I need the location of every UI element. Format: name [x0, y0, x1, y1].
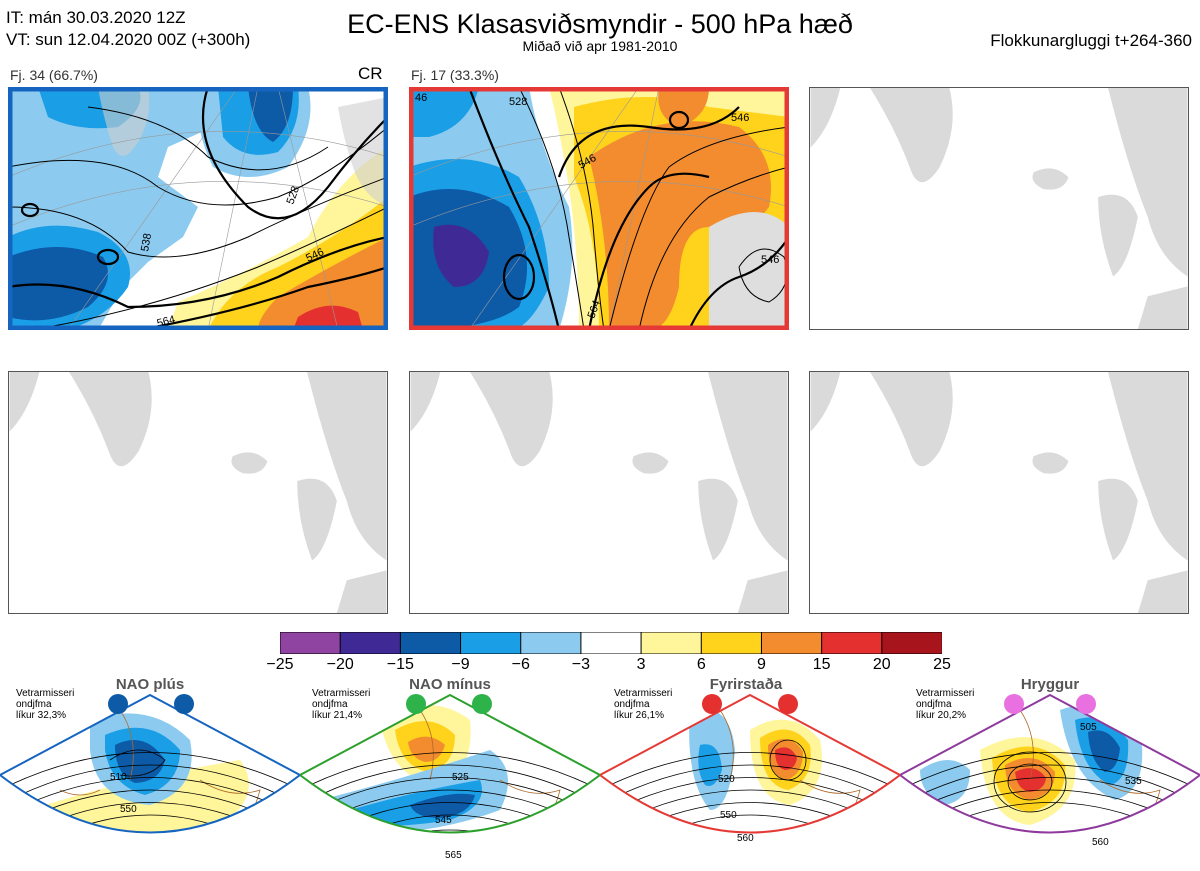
regime-map-nao-plus: 510 550 — [0, 693, 300, 834]
regime-outline — [0, 693, 300, 834]
colorbar-swatch — [881, 631, 943, 655]
contour-label: 528 — [509, 96, 527, 108]
colorbar-tick-label: 9 — [757, 656, 766, 673]
regime-contour-label: 560 — [737, 833, 754, 844]
regime-marker — [406, 694, 426, 714]
regime-title-3: Fyrirstaða — [709, 676, 783, 693]
regime-note-line: líkur 26,1% — [614, 710, 665, 721]
regime-map-blocking: 520 550 560 — [600, 693, 900, 844]
regime-contour-label: 510 — [110, 772, 127, 783]
regime-contour-label: 550 — [720, 810, 737, 821]
colorbar-tick-label: −20 — [326, 656, 354, 673]
colorbar-tick-label: −3 — [571, 656, 591, 673]
regime-contour-label: 535 — [1125, 776, 1142, 787]
regime-contour-label: 505 — [1080, 722, 1097, 733]
regime-marker — [1004, 694, 1024, 714]
empty-map-4 — [8, 371, 388, 614]
colorbar-tick-label: −6 — [511, 656, 530, 673]
regime-note-1: Vetrarmisseri ondjfma líkur 32,3% — [16, 688, 74, 721]
classification-window: Flokkunargluggi t+264-360 — [990, 31, 1192, 50]
regime-note-line: líkur 32,3% — [16, 710, 67, 721]
regime-note-line: ondjfma — [614, 699, 650, 710]
regime-marker — [702, 694, 722, 714]
regime-note-line: ondjfma — [16, 699, 52, 710]
colorbar-swatch — [640, 631, 703, 655]
colorbar-tick-label: 25 — [933, 656, 951, 673]
regime-outline — [600, 693, 900, 834]
colorbar-tick-label: −9 — [451, 656, 470, 673]
cluster-2-label: Fj. 17 (33.3%) — [411, 67, 499, 83]
contour-label: 46 — [415, 92, 427, 104]
cluster-map-1: 528 546 564 538 — [8, 87, 388, 330]
colorbar-tick-label: 3 — [636, 656, 646, 673]
colorbar-tick-label: 15 — [812, 656, 831, 673]
colorbar-tick-label: 20 — [872, 656, 891, 673]
regime-map-ridge: 505 535 560 — [900, 693, 1200, 848]
regime-note-2: Vetrarmisseri ondjfma líkur 21,4% — [312, 688, 370, 721]
colorbar-swatches — [279, 631, 943, 655]
colorbar-swatch — [700, 631, 763, 655]
regime-contour-label: 520 — [718, 774, 735, 785]
regime-title-4: Hryggur — [1020, 676, 1080, 693]
valid-time: VT: sun 12.04.2020 00Z (+300h) — [6, 30, 251, 49]
regime-marker — [108, 694, 128, 714]
empty-map-5 — [409, 371, 789, 614]
regime-outline — [300, 693, 600, 834]
colorbar-tick-label: 6 — [696, 656, 706, 673]
page-subtitle: Miðað við apr 1981-2010 — [522, 38, 678, 54]
empty-map-3 — [809, 87, 1189, 330]
colorbar-swatch — [520, 631, 582, 655]
contour-label: 564 — [586, 299, 604, 320]
regime-note-line: ondjfma — [916, 699, 952, 710]
regime-note-line: líkur 20,2% — [916, 710, 967, 721]
cluster-map-2: 46 528 546 546 564 546 — [409, 87, 789, 330]
regime-contour-label: 550 — [120, 804, 137, 815]
regime-note-line: líkur 21,4% — [312, 710, 363, 721]
empty-map-6 — [809, 371, 1189, 614]
regime-note-4: Vetrarmisseri ondjfma líkur 20,2% — [916, 688, 974, 721]
regime-marker — [174, 694, 194, 714]
contour-label: 528 — [285, 185, 303, 206]
colorbar-swatch — [279, 631, 341, 655]
colorbar-swatch — [580, 631, 642, 655]
regime-contour-label: 565 — [445, 850, 462, 861]
regime-marker — [1076, 694, 1096, 714]
regime-note-3: Vetrarmisseri ondjfma líkur 26,1% — [614, 688, 672, 721]
colorbar-swatch — [760, 631, 823, 655]
regime-outline — [900, 693, 1200, 834]
colorbar-swatch — [821, 631, 883, 655]
regime-note-line: Vetrarmisseri — [312, 688, 371, 699]
colorbar-swatch — [460, 631, 522, 655]
colorbar-tick-label: −15 — [386, 656, 414, 673]
cluster-1-tag: CR — [358, 64, 383, 83]
contour-label: 546 — [731, 112, 749, 124]
initial-time: IT: mán 30.03.2020 12Z — [6, 8, 186, 27]
colorbar-tick-label: −25 — [266, 656, 294, 673]
regime-note-line: Vetrarmisseri — [916, 688, 975, 699]
page-title: EC-ENS Klasasviðsmyndir - 500 hPa hæð — [347, 9, 853, 39]
contour-label: 546 — [761, 254, 779, 266]
regime-note-line: Vetrarmisseri — [614, 688, 673, 699]
regime-note-line: ondjfma — [312, 699, 348, 710]
regime-contour-label: 560 — [1092, 837, 1109, 848]
regime-contour-label: 545 — [435, 815, 452, 826]
colorbar-swatch — [339, 631, 402, 655]
colorbar-swatch — [399, 631, 462, 655]
regime-marker — [778, 694, 798, 714]
regime-title-1: NAO plús — [115, 676, 185, 693]
regime-contour-label: 525 — [452, 772, 469, 783]
regime-title-2: NAO mínus — [409, 676, 491, 693]
contour-label: 538 — [139, 232, 154, 252]
cluster-1-label: Fj. 34 (66.7%) — [10, 67, 98, 83]
regime-marker — [472, 694, 492, 714]
regime-map-nao-minus: 525 545 565 — [300, 693, 600, 861]
regime-note-line: Vetrarmisseri — [16, 688, 75, 699]
colorbar — [279, 631, 943, 655]
